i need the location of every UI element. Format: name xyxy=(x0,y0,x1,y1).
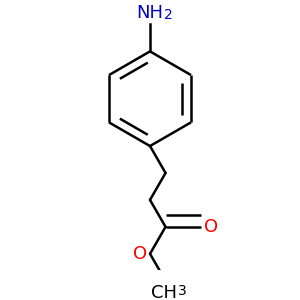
Text: 3: 3 xyxy=(178,284,186,298)
Text: CH: CH xyxy=(151,284,177,300)
Text: O: O xyxy=(133,245,147,263)
Text: NH: NH xyxy=(136,4,163,22)
Text: O: O xyxy=(204,218,218,236)
Text: 2: 2 xyxy=(164,8,173,22)
